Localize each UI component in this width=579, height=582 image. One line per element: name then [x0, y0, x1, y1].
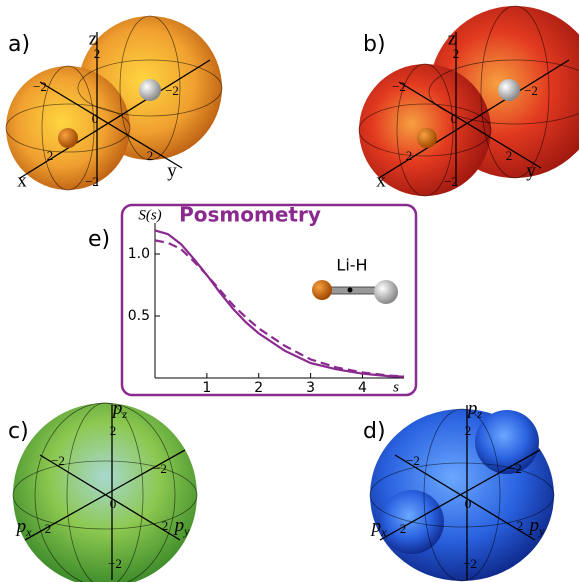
panel-c-render	[13, 403, 197, 582]
tick-label: 2	[465, 423, 472, 438]
y-axis-title: S(s)	[138, 207, 161, 223]
panel-label: b)	[363, 32, 386, 57]
tick-label: 2	[400, 521, 407, 536]
tick-label: −2	[108, 556, 122, 571]
x-tick-label: 2	[254, 380, 263, 396]
tick-label: −2	[51, 453, 65, 468]
axis-label: x	[376, 170, 386, 191]
tick-label: 2	[94, 46, 101, 61]
panel-a-render	[6, 16, 222, 190]
tick-label: −2	[524, 83, 538, 98]
annotation: Li-H	[336, 256, 367, 275]
x-tick-label: 3	[306, 380, 315, 396]
tick-label: −2	[508, 461, 522, 476]
panel-d-render	[370, 405, 554, 581]
chart-title: Posmometry	[179, 203, 321, 227]
x-tick-label: 1	[202, 380, 211, 396]
axis-label: pz	[111, 398, 128, 420]
panel-label: d)	[363, 419, 386, 444]
panel-label: e)	[88, 227, 110, 252]
tick-label: 0	[92, 111, 99, 126]
y-tick-label: 1.0	[128, 246, 150, 262]
axis-label: pz	[466, 398, 483, 420]
tick-label: 0	[465, 496, 472, 511]
tick-label: −2	[165, 83, 179, 98]
tick-label: 2	[406, 148, 413, 163]
figure: e) Posmometry S(s) Li-H a)zxy2−20−222−2b…	[0, 0, 579, 582]
tick-label: 2	[162, 518, 169, 533]
axis-label: x	[17, 170, 27, 191]
axis-label: y	[167, 160, 177, 181]
x-tick-label: 4	[358, 380, 367, 396]
tick-label: −2	[444, 174, 458, 189]
tick-label: −2	[33, 79, 47, 94]
axis-label: y	[526, 160, 536, 181]
tick-label: 2	[47, 148, 54, 163]
tick-label: −2	[463, 556, 477, 571]
tick-label: 2	[506, 148, 513, 163]
tick-label: 2	[517, 518, 524, 533]
tick-label: 2	[110, 423, 117, 438]
tick-label: 2	[453, 46, 460, 61]
panel-label: c)	[8, 419, 29, 444]
panel-b-render	[359, 6, 579, 196]
tick-label: −2	[392, 79, 406, 94]
panel-label: a)	[8, 32, 30, 57]
tick-label: 0	[451, 111, 458, 126]
y-tick-label: 0.5	[128, 308, 150, 324]
tick-label: 0	[110, 496, 117, 511]
tick-label: 2	[147, 148, 154, 163]
tick-label: −2	[153, 461, 167, 476]
tick-label: −2	[406, 453, 420, 468]
x-axis-title: s	[393, 379, 399, 395]
tick-label: −2	[85, 174, 99, 189]
tick-label: 2	[45, 521, 52, 536]
